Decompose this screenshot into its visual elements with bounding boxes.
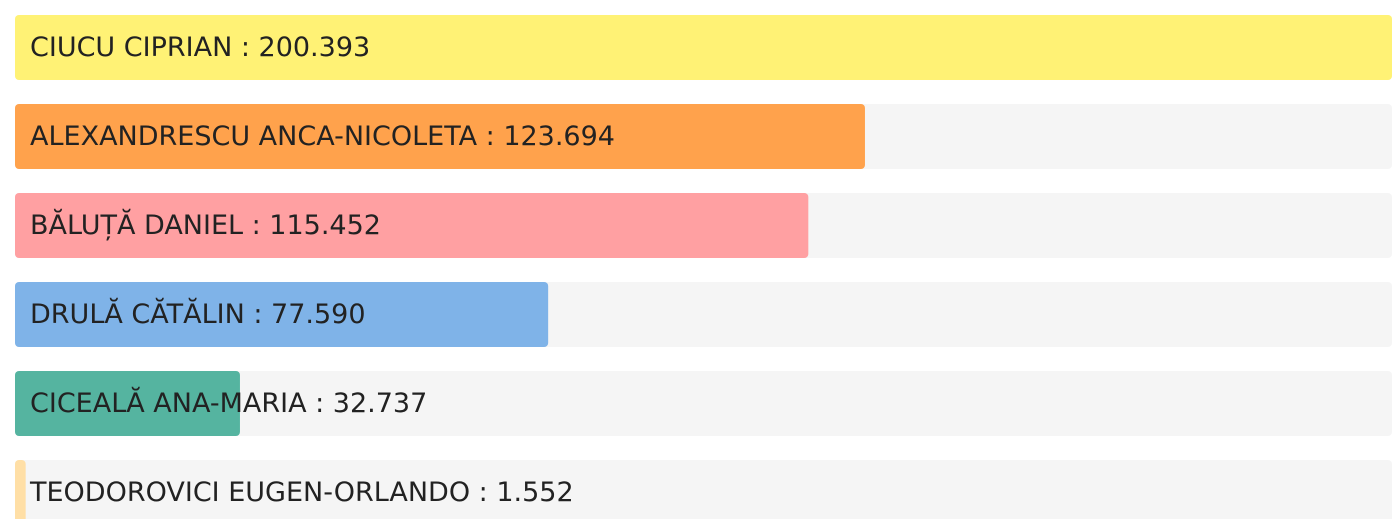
bar bbox=[15, 104, 865, 169]
bar bbox=[15, 15, 1392, 80]
bar-label: BĂLUȚĂ DANIEL : 115.452 bbox=[30, 208, 381, 241]
bar bbox=[15, 460, 26, 519]
bar-track bbox=[15, 371, 1392, 436]
bar bbox=[15, 282, 549, 347]
bar-label: DRULĂ CĂTĂLIN : 77.590 bbox=[30, 297, 366, 330]
bar-label: TEODOROVICI EUGEN-ORLANDO : 1.552 bbox=[29, 477, 574, 508]
bar-label: CIUCU CIPRIAN : 200.393 bbox=[30, 32, 370, 63]
bar-track bbox=[15, 460, 1392, 519]
bar-label: ALEXANDRESCU ANCA-NICOLETA : 123.694 bbox=[30, 121, 615, 152]
bar-label: CICEALĂ ANA-MARIA : 32.737 bbox=[30, 386, 427, 419]
bar bbox=[15, 193, 809, 258]
bar bbox=[15, 371, 240, 436]
